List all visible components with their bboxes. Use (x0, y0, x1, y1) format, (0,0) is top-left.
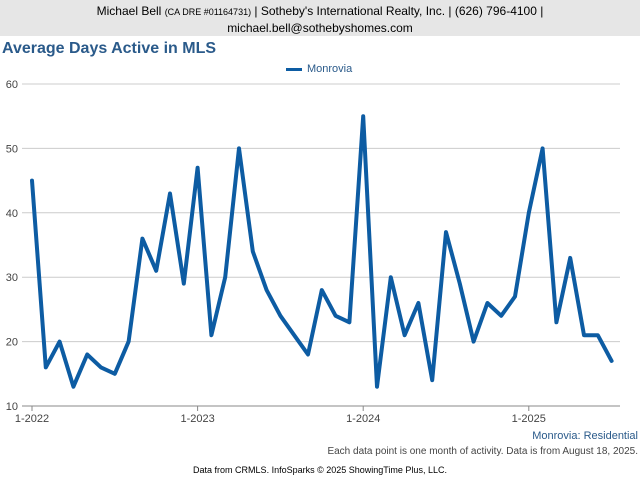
y-tick-label: 60 (6, 79, 18, 91)
data-note: Each data point is one month of activity… (327, 446, 638, 457)
y-tick-label: 30 (6, 272, 18, 284)
x-tick-label: 1-2023 (180, 413, 214, 425)
chart-legend: Monrovia (286, 63, 352, 75)
agent-contact-bar: Michael Bell (CA DRE #01164731) | Sotheb… (0, 0, 640, 36)
agent-license: (CA DRE #01164731) (164, 7, 252, 17)
series-label: Monrovia: Residential (532, 430, 638, 442)
y-tick-label: 40 (6, 208, 18, 220)
agent-line-1: Michael Bell (CA DRE #01164731) | Sotheb… (0, 3, 640, 20)
y-tick-label: 20 (6, 337, 18, 349)
x-tick-label: 1-2022 (15, 413, 49, 425)
y-tick-label: 50 (6, 143, 18, 155)
agent-name: Michael Bell (96, 4, 162, 18)
agent-details: | Sotheby's International Realty, Inc. |… (254, 4, 544, 18)
x-tick-label: 1-2025 (512, 413, 546, 425)
legend-swatch (286, 67, 302, 71)
agent-email: michael.bell@sothebyshomes.com (227, 21, 413, 35)
data-source: Data from CRMLS. InfoSparks © 2025 Showi… (193, 465, 447, 475)
x-tick-label: 1-2024 (346, 413, 380, 425)
y-tick-label: 10 (6, 401, 18, 413)
chart-title: Average Days Active in MLS (2, 40, 217, 57)
series-line-monrovia (30, 114, 614, 389)
legend-label: Monrovia (307, 63, 353, 75)
